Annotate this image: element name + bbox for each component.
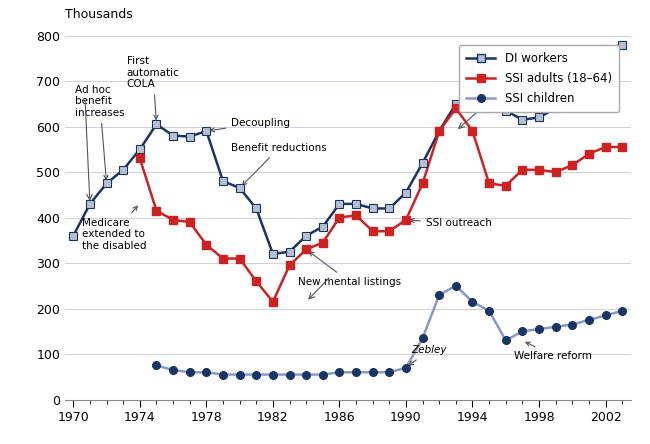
Text: Zebley: Zebley <box>409 345 447 365</box>
Text: DA&A: DA&A <box>476 80 528 100</box>
Text: Decoupling: Decoupling <box>211 118 291 132</box>
Text: Ad hoc
benefit
increases: Ad hoc benefit increases <box>75 85 125 179</box>
Text: First
automatic
COLA: First automatic COLA <box>127 56 179 119</box>
Text: New mental listings: New mental listings <box>298 252 401 287</box>
Text: Medicare
extended to
the disabled: Medicare extended to the disabled <box>82 206 146 251</box>
Text: Benefit reductions: Benefit reductions <box>231 143 327 185</box>
Text: SSI outreach: SSI outreach <box>410 218 492 229</box>
Text: Welfare reform: Welfare reform <box>514 342 592 361</box>
Text: Thousands: Thousands <box>65 8 133 21</box>
Legend: DI workers, SSI adults (18–64), SSI children: DI workers, SSI adults (18–64), SSI chil… <box>459 45 619 112</box>
